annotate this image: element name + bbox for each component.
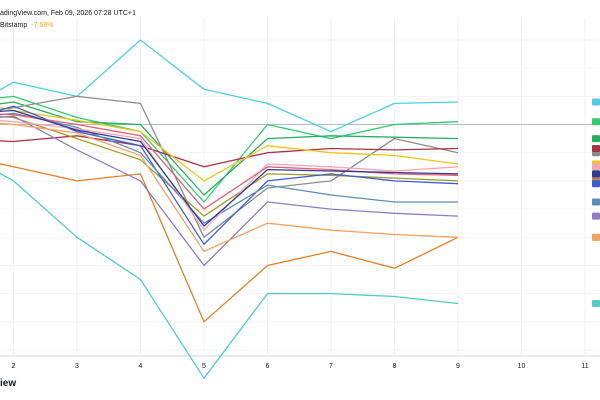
end-marker-pink [592, 163, 600, 171]
x-tick-label: 5 [202, 363, 206, 370]
x-tick-label: 2 [12, 363, 16, 370]
end-marker-blue [592, 180, 600, 188]
series-line-gold [0, 106, 459, 182]
series-line-gray [0, 95, 459, 238]
series-line-cyan [0, 39, 459, 133]
end-marker-green [592, 118, 600, 126]
x-tick-label: 7 [329, 363, 333, 370]
x-axis-ticks: 2 3 4 5 6 7 8 9 10 11 [12, 363, 589, 370]
series-line-blue [0, 105, 459, 245]
series-line-peach [0, 122, 459, 253]
x-tick-label: 8 [393, 363, 397, 370]
legend-change: -7.68% [31, 22, 54, 29]
x-tick-label: 4 [139, 363, 143, 370]
series-line-dark-green [0, 101, 459, 196]
series-line-crimson [0, 135, 459, 168]
series-line-orange [0, 163, 459, 323]
end-marker-peach [592, 233, 600, 241]
series-line-teal-low [0, 172, 459, 379]
end-marker-cyan [592, 98, 600, 106]
chart-series [0, 39, 459, 379]
x-tick-label: 9 [456, 363, 460, 370]
series-line-navy [0, 109, 459, 227]
end-marker-crimson [592, 145, 600, 152]
end-marker-dark-green [592, 135, 600, 143]
x-tick-label: 6 [266, 363, 270, 370]
chart-grid [0, 18, 600, 357]
x-tick-label: 11 [581, 363, 588, 370]
end-marker-steel [592, 198, 600, 206]
series-line-purple [0, 115, 459, 267]
footer-brand: iew [0, 378, 17, 389]
chart-header: adingView.com, Feb 09, 2026 07:28 UTC+1 [0, 10, 136, 17]
chart-end-markers [592, 98, 600, 307]
x-tick-label: 3 [75, 363, 79, 370]
series-line-pink [0, 119, 459, 231]
series-line-rose [0, 113, 459, 210]
end-marker-purple [592, 212, 600, 220]
end-marker-teal-low [592, 300, 600, 307]
series-line-steel [0, 112, 458, 224]
x-tick-label: 10 [518, 363, 526, 370]
end-marker-navy [592, 170, 600, 178]
